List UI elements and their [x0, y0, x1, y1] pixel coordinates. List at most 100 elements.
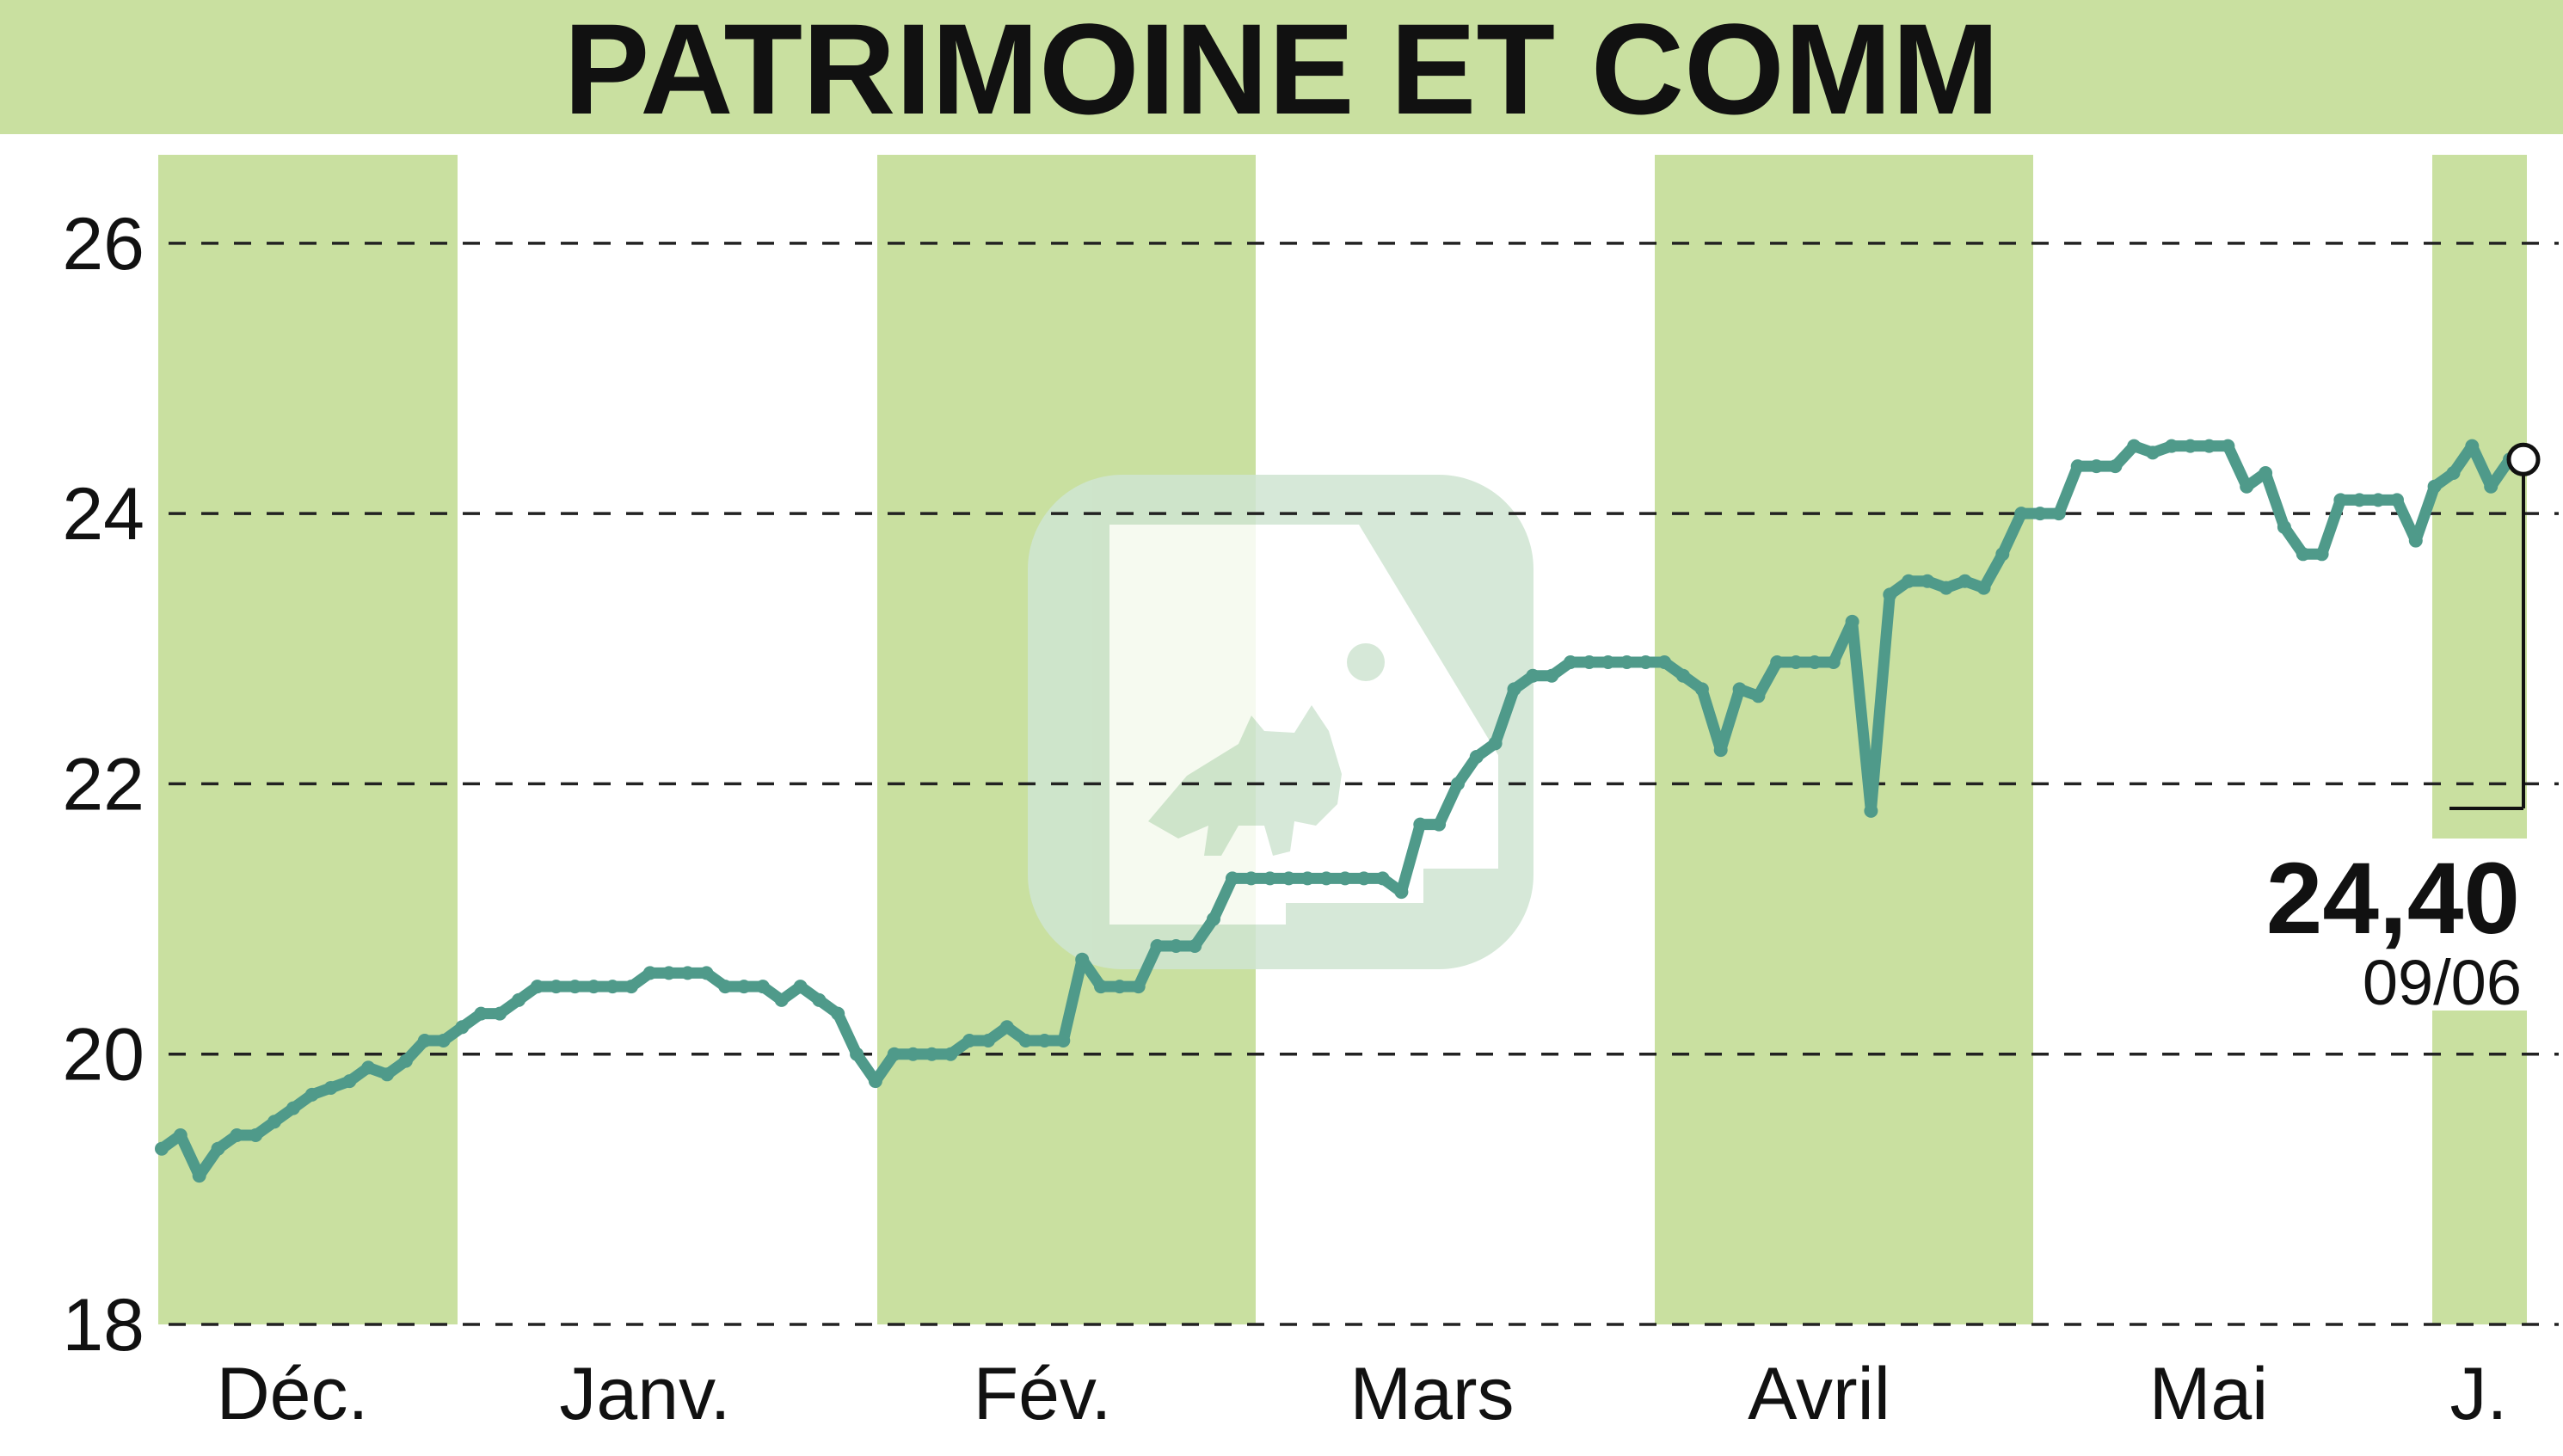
data-point	[2127, 439, 2142, 453]
data-point	[1169, 939, 1183, 953]
data-point	[1807, 655, 1822, 669]
data-point	[1131, 980, 1146, 994]
data-point	[2259, 466, 2273, 480]
data-point	[1845, 614, 1859, 629]
data-point	[1921, 574, 1934, 588]
watermark-dot-icon	[1347, 643, 1385, 681]
data-point	[962, 1034, 977, 1047]
data-point	[642, 966, 657, 980]
data-point	[2408, 533, 2423, 548]
month-band	[1655, 155, 2033, 1324]
data-point	[1018, 1034, 1033, 1047]
data-point	[1356, 871, 1371, 886]
data-point	[999, 1020, 1014, 1035]
x-tick-label: Mai	[2149, 1353, 2269, 1435]
data-point	[1094, 980, 1108, 994]
data-point	[755, 980, 770, 994]
data-point	[2371, 493, 2386, 507]
data-point	[436, 1034, 451, 1047]
data-point	[1263, 871, 1277, 886]
data-point	[1676, 668, 1690, 683]
data-point	[2089, 459, 2104, 474]
data-point	[1375, 871, 1390, 886]
data-point	[868, 1074, 882, 1089]
data-point	[2051, 507, 2066, 521]
x-tick-label: J.	[2450, 1353, 2508, 1435]
data-point	[1995, 547, 2010, 562]
data-point	[1732, 682, 1747, 697]
data-point	[2465, 439, 2480, 453]
data-point	[774, 992, 789, 1007]
x-axis-month-labels: Déc. Janv. Fév. Mars Avril Mai J.	[217, 1353, 2508, 1435]
data-point	[624, 980, 638, 994]
data-point	[1056, 1034, 1071, 1047]
data-point	[661, 966, 676, 980]
data-point	[361, 1060, 376, 1075]
data-point	[1300, 871, 1315, 886]
x-tick-label: Déc.	[217, 1353, 369, 1435]
data-point	[192, 1169, 206, 1183]
x-tick-label: Mars	[1349, 1353, 1514, 1435]
data-point	[2484, 479, 2498, 494]
data-point	[1694, 682, 1709, 697]
data-point	[1188, 939, 1202, 953]
data-point	[1507, 682, 1521, 697]
data-point	[530, 980, 544, 994]
data-point	[417, 1034, 432, 1047]
data-point	[2277, 519, 2291, 534]
y-tick-label: 26	[62, 203, 144, 286]
data-point	[925, 1047, 939, 1061]
data-point	[1282, 871, 1296, 886]
data-point	[342, 1074, 357, 1089]
data-point	[831, 1006, 845, 1021]
data-point	[1789, 655, 1804, 669]
gridlines	[169, 242, 2559, 1326]
data-point	[1225, 871, 1239, 886]
data-point	[1112, 980, 1127, 994]
y-tick-label: 24	[62, 473, 144, 556]
data-point	[1564, 655, 1577, 669]
data-point	[1394, 885, 1409, 900]
data-point	[1037, 1034, 1052, 1047]
data-point	[2333, 493, 2348, 507]
data-point	[2314, 547, 2329, 562]
data-point	[568, 980, 582, 994]
data-point	[549, 980, 563, 994]
data-point	[1883, 587, 1897, 602]
data-point	[2164, 439, 2179, 453]
data-point	[587, 980, 601, 994]
data-point	[850, 1047, 864, 1061]
data-point	[1582, 655, 1596, 669]
data-point	[2014, 507, 2029, 521]
price-points	[155, 439, 2517, 1183]
data-point	[1713, 743, 1728, 758]
chart-title: PATRIMOINE ET COMM	[563, 0, 1999, 141]
y-axis-tick-labels: 18 20 22 24 26	[62, 203, 144, 1367]
data-point	[1770, 655, 1785, 669]
data-point	[1207, 912, 1220, 926]
data-point	[2146, 445, 2160, 460]
data-point	[737, 980, 751, 994]
data-point	[1469, 750, 1484, 764]
data-point	[2240, 479, 2254, 494]
x-tick-label: Avril	[1748, 1353, 1890, 1435]
data-point	[493, 1006, 507, 1021]
last-date-label: 09/06	[2363, 947, 2522, 1018]
data-point	[1958, 574, 1972, 588]
data-point	[1939, 581, 1953, 595]
shaded-month-bands	[158, 155, 2527, 1324]
data-point	[230, 1128, 244, 1142]
data-point	[474, 1006, 489, 1021]
data-point	[1337, 871, 1352, 886]
data-point	[2033, 507, 2047, 521]
last-value-label-bg	[2264, 839, 2527, 1011]
month-band	[158, 155, 458, 1324]
data-point	[1319, 871, 1334, 886]
data-point	[812, 992, 827, 1007]
data-point	[1751, 689, 1766, 703]
data-point	[1657, 655, 1672, 669]
data-point	[699, 966, 714, 980]
data-point	[793, 980, 808, 994]
title-bar	[0, 0, 2563, 134]
